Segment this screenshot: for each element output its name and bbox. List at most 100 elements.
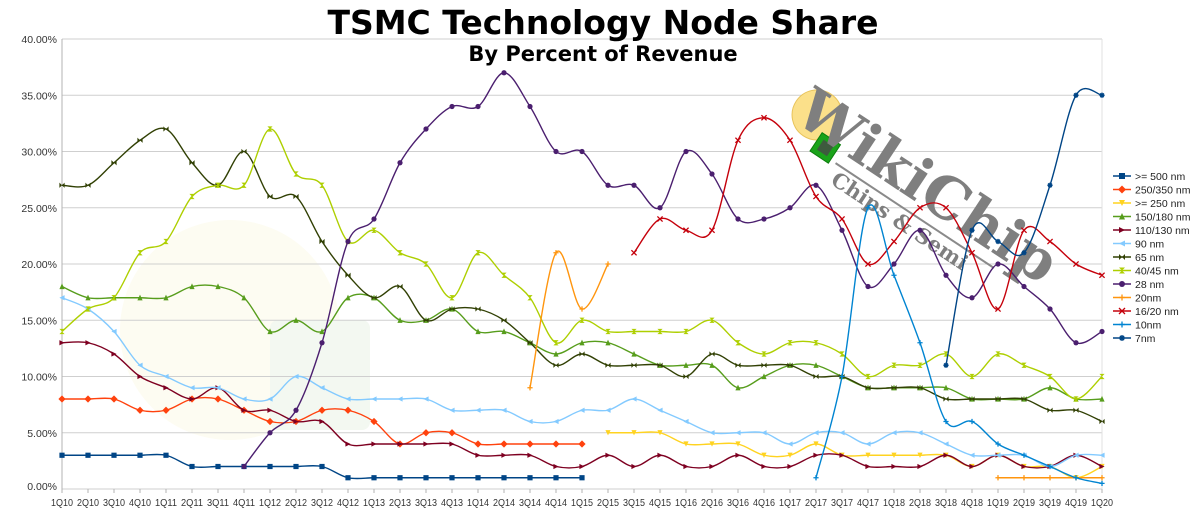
bowtie-marker — [501, 317, 507, 323]
triangle-right-marker — [137, 373, 143, 380]
circle-marker — [995, 261, 1001, 267]
series-20nm — [527, 250, 1105, 481]
square-marker — [345, 475, 351, 481]
bowtie-marker — [111, 160, 117, 166]
triangle-right-marker — [345, 441, 351, 447]
circle-marker — [735, 216, 741, 222]
plus-marker — [1047, 475, 1053, 481]
x-tick-label: 3Q14 — [519, 497, 541, 509]
triangle-left-marker — [605, 407, 611, 413]
plus-marker — [995, 475, 1001, 481]
triangle-left-marker — [865, 441, 871, 447]
watermark-chip-icon — [270, 320, 370, 430]
triangle-right-marker — [553, 463, 559, 470]
hourglass-marker — [59, 328, 65, 335]
triangle-right-marker — [813, 452, 819, 458]
hourglass-marker — [423, 261, 429, 267]
bowtie-marker — [579, 351, 585, 357]
triangle-left-marker — [787, 441, 793, 447]
legend-label: >= 250 nm — [1135, 198, 1185, 210]
diamond-marker — [552, 440, 560, 448]
triangle-up-marker — [1099, 395, 1105, 402]
x-marker — [890, 238, 898, 245]
plus-marker — [605, 261, 611, 267]
x-tick-label: 3Q15 — [623, 497, 645, 509]
triangle-up-marker — [137, 294, 143, 301]
hourglass-marker — [995, 351, 1001, 357]
triangle-up-marker — [319, 328, 325, 335]
square-marker — [215, 463, 221, 470]
x-tick-label: 2Q14 — [493, 497, 515, 509]
triangle-left-marker — [423, 396, 429, 402]
y-tick-label: 0.00% — [27, 481, 57, 493]
hourglass-marker — [449, 295, 455, 301]
x-tick-label: 2Q13 — [389, 497, 411, 509]
series-10nm — [813, 204, 1105, 486]
triangle-left-marker — [267, 396, 273, 402]
triangle-up-marker — [267, 328, 273, 335]
bowtie-marker — [761, 362, 767, 368]
triangle-right-marker — [657, 452, 663, 458]
legend-item: 16/20 nm — [1113, 306, 1179, 318]
x-tick-label: 2Q11 — [181, 497, 203, 509]
square-marker — [475, 475, 481, 481]
circle-marker — [657, 205, 663, 211]
square-marker — [85, 452, 91, 458]
legend-label: 28 nm — [1135, 279, 1164, 291]
bowtie-marker — [631, 362, 637, 368]
logo-rule — [834, 162, 995, 269]
star-marker — [943, 362, 949, 368]
circle-marker — [241, 463, 247, 470]
legend-item: 20nm — [1113, 293, 1162, 305]
legend-item: 28 nm — [1113, 279, 1164, 291]
legend-item: >= 250 nm — [1113, 198, 1185, 210]
circle-marker — [345, 238, 351, 245]
plus-marker — [839, 373, 845, 380]
triangle-down-marker — [735, 441, 741, 447]
triangle-left-marker — [1073, 452, 1079, 458]
triangle-right-marker — [917, 463, 923, 470]
square-marker — [579, 475, 585, 481]
triangle-left-marker — [397, 396, 403, 402]
triangle-left-marker — [189, 385, 195, 391]
y-axis-ticks: 0.00% 5.00% 10.00% 15.00% 20.00% 25.00% 30.00%… — [21, 34, 57, 493]
triangle-up-marker — [813, 362, 819, 368]
legend-item: 250/350 nm — [1113, 185, 1191, 197]
triangle-right-marker — [735, 452, 741, 458]
x-marker — [916, 204, 924, 211]
triangle-up-marker — [943, 384, 949, 391]
triangle-down-marker — [1119, 200, 1125, 206]
triangle-up-marker — [605, 339, 611, 346]
bowtie-marker — [241, 148, 247, 155]
x-tick-label: 3Q19 — [1039, 497, 1061, 509]
plus-marker — [865, 205, 871, 211]
diamond-marker — [370, 417, 378, 426]
triangle-right-marker — [631, 463, 637, 470]
plus-marker — [1021, 452, 1027, 458]
plus-marker — [579, 306, 585, 312]
x-tick-label: 4Q16 — [753, 497, 775, 509]
chart-subtitle: By Percent of Revenue — [468, 42, 737, 66]
y-tick-label: 5.00% — [27, 428, 57, 440]
triangle-left-marker — [59, 295, 65, 301]
legend-item: 150/180 nm — [1113, 212, 1191, 224]
hourglass-marker — [761, 351, 767, 357]
star-marker — [1047, 182, 1053, 188]
triangle-down-marker — [865, 452, 871, 458]
triangle-up-marker — [345, 294, 351, 301]
legend-item: 10nm — [1113, 320, 1162, 332]
bowtie-marker — [449, 306, 455, 312]
hourglass-marker — [111, 295, 117, 301]
hourglass-marker — [189, 193, 195, 200]
x-marker — [760, 114, 768, 121]
legend-label: >= 500 nm — [1135, 171, 1185, 183]
circle-marker — [475, 103, 481, 110]
hourglass-marker — [1047, 373, 1053, 380]
plus-marker — [1119, 321, 1125, 328]
circle-marker — [917, 227, 923, 233]
circle-marker — [579, 148, 585, 155]
triangle-up-marker — [579, 339, 585, 346]
star-marker — [969, 227, 975, 233]
circle-marker — [501, 70, 507, 76]
